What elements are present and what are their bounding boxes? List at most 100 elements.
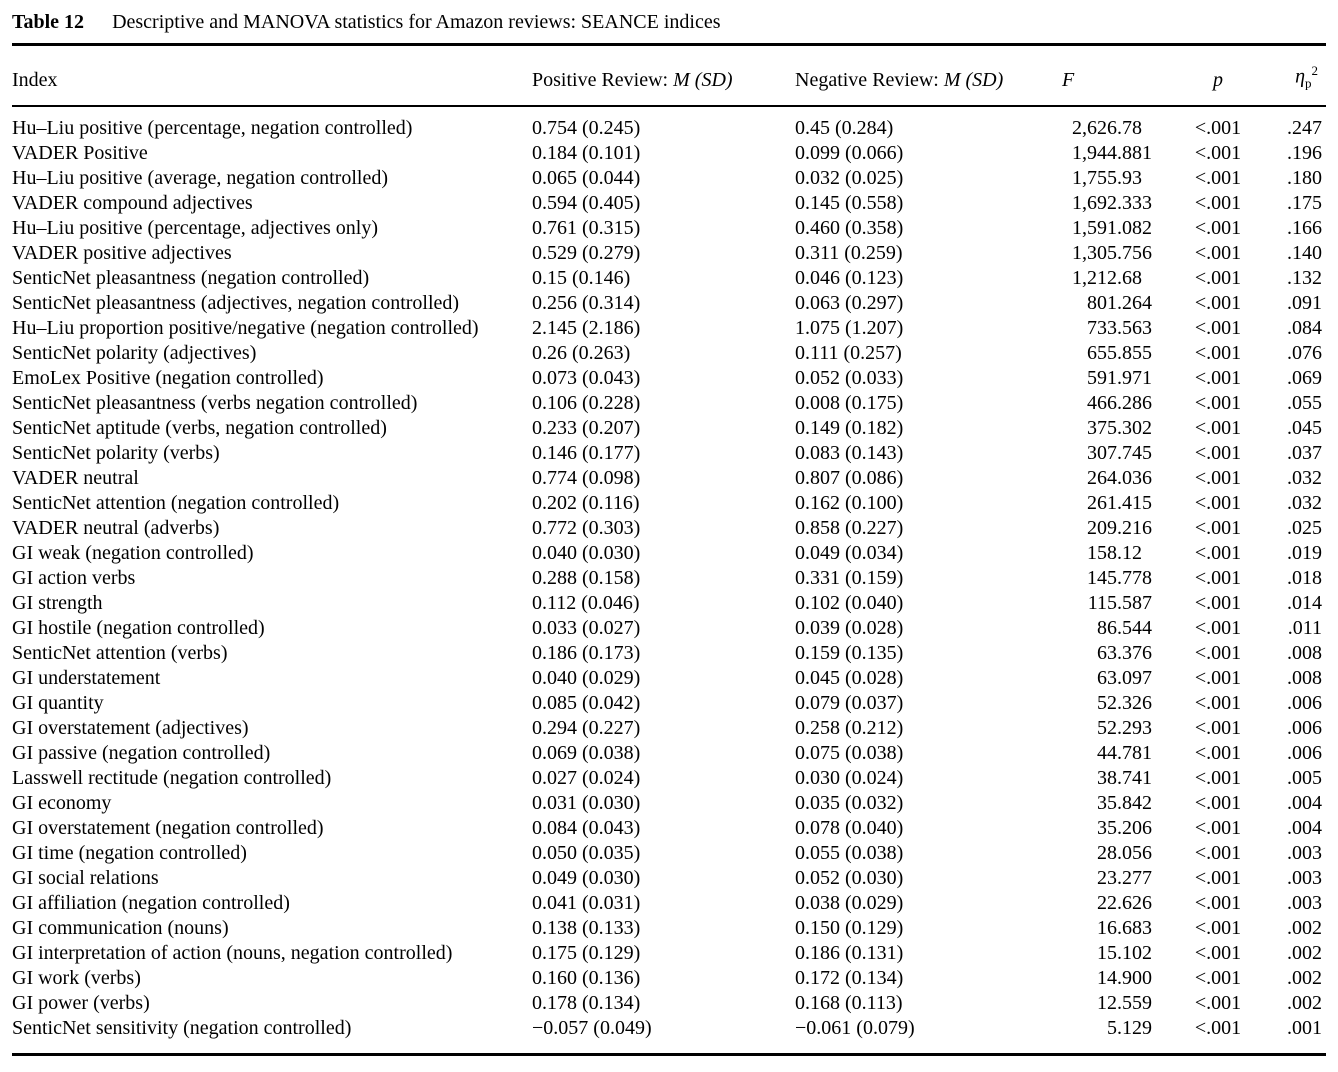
positive-msd-cell: 0.233 (0.207) bbox=[532, 416, 641, 439]
p-cell: <.001 bbox=[1194, 891, 1242, 914]
f-cell: 264.036 bbox=[1062, 466, 1180, 491]
f-decimal-part: 277 bbox=[1122, 866, 1152, 889]
table-row: GI affiliation (negation controlled) 0.04… bbox=[12, 891, 1326, 916]
negative-msd-cell: 0.079 (0.037) bbox=[795, 691, 904, 714]
table-row: GI power (verbs) 0.178 (0.134) 0.168 (0.11… bbox=[12, 991, 1326, 1016]
index-cell: SenticNet sensitivity (negation controll… bbox=[12, 1016, 352, 1039]
p-cell: <.001 bbox=[1194, 141, 1242, 164]
f-cell: 15.102 bbox=[1062, 941, 1180, 966]
table-row: GI passive (negation controlled) 0.069 (0… bbox=[12, 741, 1326, 766]
f-decimal-part: 326 bbox=[1122, 691, 1152, 714]
table-row: SenticNet pleasantness (verbs negation c… bbox=[12, 391, 1326, 416]
positive-msd-cell: 0.594 (0.405) bbox=[532, 191, 641, 214]
index-cell: GI understatement bbox=[12, 666, 161, 689]
positive-msd-cell: 0.774 (0.098) bbox=[532, 466, 641, 489]
f-cell: 86.544 bbox=[1062, 616, 1180, 641]
table-row: VADER neutral (adverbs) 0.772 (0.303) 0.85… bbox=[12, 516, 1326, 541]
p-cell: <.001 bbox=[1194, 416, 1242, 439]
f-integer-part: 1,944. bbox=[1072, 141, 1122, 164]
f-cell: 52.293 bbox=[1062, 716, 1180, 741]
eta-squared-cell: .247 bbox=[1287, 116, 1322, 139]
f-integer-part: 63. bbox=[1097, 641, 1122, 664]
col-header-f: F bbox=[1062, 44, 1180, 107]
f-cell: 5.129 bbox=[1062, 1016, 1180, 1055]
f-integer-part: 264. bbox=[1087, 466, 1122, 489]
table-row: SenticNet attention (verbs) 0.186 (0.173)… bbox=[12, 641, 1326, 666]
negative-msd-cell: 0.038 (0.029) bbox=[795, 891, 904, 914]
index-cell: VADER Positive bbox=[12, 141, 148, 164]
f-decimal-part: 68 bbox=[1122, 266, 1142, 289]
positive-msd-cell: 0.112 (0.046) bbox=[532, 591, 640, 614]
index-cell: SenticNet attention (verbs) bbox=[12, 641, 228, 664]
negative-msd-cell: 0.145 (0.558) bbox=[795, 191, 904, 214]
positive-msd-cell: 0.027 (0.024) bbox=[532, 766, 641, 789]
p-cell: <.001 bbox=[1194, 741, 1242, 764]
index-cell: SenticNet polarity (adjectives) bbox=[12, 341, 257, 364]
table-row: VADER positive adjectives 0.529 (0.279) 0.… bbox=[12, 241, 1326, 266]
f-integer-part: 733. bbox=[1087, 316, 1122, 339]
f-integer-part: 12. bbox=[1097, 991, 1122, 1014]
table-row: GI interpretation of action (nouns, nega… bbox=[12, 941, 1326, 966]
positive-msd-cell: 0.040 (0.030) bbox=[532, 541, 641, 564]
p-cell: <.001 bbox=[1194, 316, 1242, 339]
p-cell: <.001 bbox=[1194, 466, 1242, 489]
f-integer-part: 466. bbox=[1087, 391, 1122, 414]
p-cell: <.001 bbox=[1194, 866, 1242, 889]
table-row: EmoLex Positive (negation controlled) 0.0… bbox=[12, 366, 1326, 391]
f-cell: 1,212.68 bbox=[1062, 266, 1180, 291]
f-cell: 1,305.756 bbox=[1062, 241, 1180, 266]
p-cell: <.001 bbox=[1194, 116, 1242, 139]
table-caption-text: Descriptive and MANOVA statistics for Am… bbox=[112, 11, 721, 33]
negative-msd-cell: 0.168 (0.113) bbox=[795, 991, 903, 1014]
index-cell: Hu–Liu positive (average, negation contr… bbox=[12, 166, 388, 189]
table-row: GI action verbs 0.288 (0.158) 0.331 (0.159… bbox=[12, 566, 1326, 591]
index-cell: GI affiliation (negation controlled) bbox=[12, 891, 290, 914]
eta-squared-cell: .140 bbox=[1287, 241, 1322, 264]
negative-msd-cell: 0.030 (0.024) bbox=[795, 766, 904, 789]
p-cell: <.001 bbox=[1194, 266, 1242, 289]
negative-msd-cell: 0.102 (0.040) bbox=[795, 591, 904, 614]
positive-msd-cell: 0.186 (0.173) bbox=[532, 641, 641, 664]
index-cell: GI overstatement (adjectives) bbox=[12, 716, 249, 739]
p-cell: <.001 bbox=[1194, 966, 1242, 989]
eta-squared-cell: .003 bbox=[1287, 891, 1322, 914]
index-cell: VADER positive adjectives bbox=[12, 241, 232, 264]
f-integer-part: 375. bbox=[1087, 416, 1122, 439]
negative-msd-cell: 0.460 (0.358) bbox=[795, 216, 904, 239]
eta-squared-cell: .055 bbox=[1287, 391, 1322, 414]
negative-msd-cell: 0.052 (0.030) bbox=[795, 866, 904, 889]
index-cell: SenticNet pleasantness (negation control… bbox=[12, 266, 370, 289]
p-cell: <.001 bbox=[1194, 541, 1242, 564]
negative-msd-cell: 0.186 (0.131) bbox=[795, 941, 904, 964]
p-cell: <.001 bbox=[1194, 841, 1242, 864]
f-cell: 2,626.78 bbox=[1062, 106, 1180, 141]
eta-squared-cell: .004 bbox=[1287, 816, 1322, 839]
table-label: Table 12 bbox=[12, 11, 85, 33]
negative-msd-cell: 0.039 (0.028) bbox=[795, 616, 904, 639]
negative-msd-cell: 0.046 (0.123) bbox=[795, 266, 904, 289]
col-header-positive: Positive Review: M (SD) bbox=[532, 44, 795, 107]
index-cell: VADER neutral bbox=[12, 466, 139, 489]
negative-msd-cell: 0.032 (0.025) bbox=[795, 166, 904, 189]
eta-squared-cell: .002 bbox=[1287, 966, 1322, 989]
eta-squared-cell: .008 bbox=[1287, 666, 1322, 689]
index-cell: SenticNet aptitude (verbs, negation cont… bbox=[12, 416, 387, 439]
f-decimal-part: 855 bbox=[1122, 341, 1152, 364]
eta-squared-cell: .005 bbox=[1287, 766, 1322, 789]
eta-squared-cell: .008 bbox=[1287, 641, 1322, 664]
p-cell: <.001 bbox=[1194, 391, 1242, 414]
f-cell: 591.971 bbox=[1062, 366, 1180, 391]
eta-squared-cell: .018 bbox=[1287, 566, 1322, 589]
eta-squared-cell: .001 bbox=[1287, 1016, 1322, 1039]
negative-msd-cell: 0.075 (0.038) bbox=[795, 741, 904, 764]
table-row: GI quantity 0.085 (0.042) 0.079 (0.037) 52.… bbox=[12, 691, 1326, 716]
f-decimal-part: 415 bbox=[1122, 491, 1152, 514]
f-integer-part: 52. bbox=[1097, 691, 1122, 714]
f-integer-part: 14. bbox=[1097, 966, 1122, 989]
positive-msd-cell: 0.294 (0.227) bbox=[532, 716, 641, 739]
table-row: GI social relations 0.049 (0.030) 0.052 (0… bbox=[12, 866, 1326, 891]
f-integer-part: 1,692. bbox=[1072, 191, 1122, 214]
p-cell: <.001 bbox=[1194, 491, 1242, 514]
f-integer-part: 35. bbox=[1097, 791, 1122, 814]
negative-msd-cell: 0.149 (0.182) bbox=[795, 416, 904, 439]
